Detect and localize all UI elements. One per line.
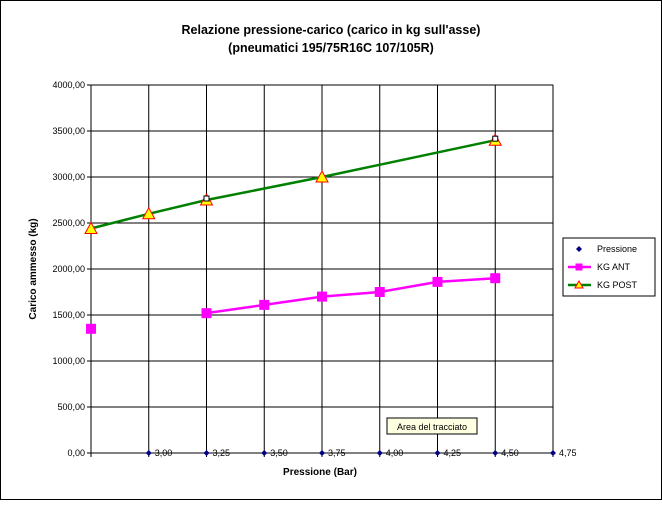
selection-handle[interactable] [203,195,210,202]
y-tick-label: 3000,00 [52,172,85,182]
x-tick-label: 3,50 [270,448,288,458]
data-point[interactable] [145,450,152,456]
tooltip: Area del tracciato [386,417,478,435]
data-point[interactable] [374,287,385,297]
data-point[interactable] [315,169,329,183]
x-tick-label: 3,00 [155,448,173,458]
y-tick-label: 2000,00 [52,264,85,274]
x-tick-label: 4,75 [559,448,577,458]
legend[interactable]: Pressione KG ANT KG POST [562,237,656,297]
y-tick-label: 0,00 [67,448,85,458]
legend-label: KG ANT [597,262,631,272]
x-axis-label: Pressione (Bar) [283,467,357,478]
chart-subtitle: (pneumatici 195/75R16C 107/105R) [228,41,434,55]
data-point[interactable] [492,450,499,456]
x-tick-label: 4,25 [444,448,462,458]
series-line[interactable] [206,276,496,315]
series-kg-ant[interactable] [86,273,501,334]
data-point[interactable] [201,308,212,319]
data-point[interactable] [550,450,556,456]
series-pressione[interactable] [145,450,556,456]
y-tick-label: 1500,00 [52,310,85,320]
x-tick-label: 4,00 [386,448,404,458]
data-point[interactable] [376,450,383,456]
legend-label: KG POST [597,280,638,290]
y-tick-label: 1000,00 [52,356,85,366]
y-tick-label: 3500,00 [52,126,85,136]
selection-handle[interactable] [492,135,499,142]
legend-marker [575,263,583,271]
data-point[interactable] [141,206,156,220]
tooltip-box [386,417,478,435]
y-tick-label: 500,00 [57,402,85,412]
data-point[interactable] [432,276,443,287]
legend-item[interactable]: KG ANT [568,262,631,272]
tooltip-text: Area del tracciato [397,422,467,432]
data-point[interactable] [317,291,327,302]
chart-title: Relazione pressione-carico (carico in kg… [182,23,481,37]
x-tick-label: 3,75 [328,448,346,458]
x-tick-label: 3,25 [213,448,231,458]
data-point[interactable] [84,221,98,235]
plot-area[interactable]: 0,00 500,00 1000,00 1500,00 2000,00 2500,00 30… [52,80,576,458]
data-point[interactable] [86,323,96,334]
data-point[interactable] [319,450,325,456]
data-point[interactable] [203,450,210,456]
x-tick-label: 4,50 [501,448,519,458]
data-point[interactable] [261,450,268,456]
data-point[interactable] [490,273,501,284]
legend-label: Pressione [597,244,637,254]
legend-item[interactable]: Pressione [576,244,637,254]
legend-item[interactable]: KG POST [568,279,638,290]
y-axis-label: Carico ammesso (kg) [28,218,39,319]
legend-marker [574,279,584,289]
data-point[interactable] [259,299,270,310]
data-point[interactable] [434,450,441,456]
y-tick-label: 2500,00 [52,218,85,228]
legend-marker [576,246,582,252]
y-tick-label: 4000,00 [52,80,85,90]
